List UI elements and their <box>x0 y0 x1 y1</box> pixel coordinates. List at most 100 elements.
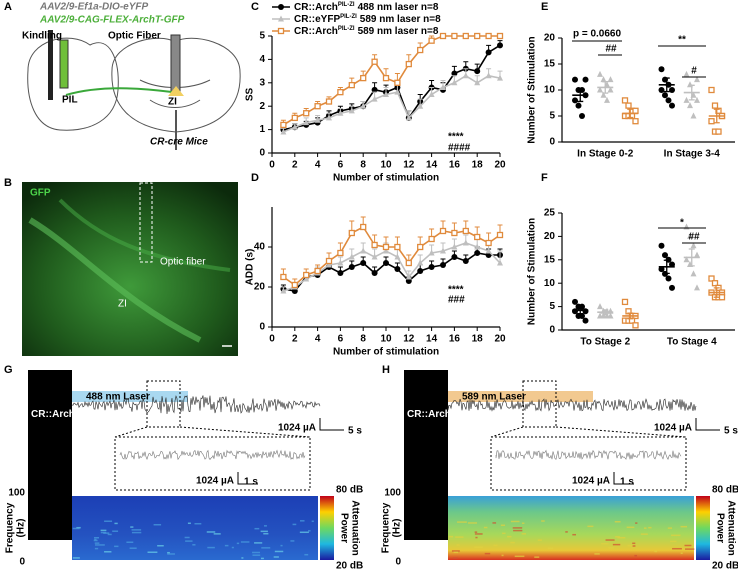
spectrogram-texture <box>263 532 269 535</box>
marker <box>632 322 639 329</box>
spectrogram-texture <box>512 527 523 529</box>
spectrogram-texture <box>521 533 527 535</box>
spectrogram-texture <box>670 540 677 543</box>
marker <box>658 66 665 73</box>
spectrogram-texture <box>612 543 621 546</box>
spectrogram-texture <box>167 551 170 554</box>
marker <box>451 229 458 237</box>
marker <box>597 86 603 93</box>
group-label: CR::ArchPIL-ZI <box>407 408 468 420</box>
y-max: 100 <box>384 488 401 499</box>
spectrogram-texture <box>260 530 268 533</box>
fiber-track <box>139 182 153 263</box>
spectrogram-texture <box>448 535 454 538</box>
marker <box>462 72 469 79</box>
marker <box>417 259 424 266</box>
y-tick-label: 20 <box>254 282 266 293</box>
spectrogram-texture <box>474 546 483 549</box>
marker <box>474 233 481 241</box>
marker <box>417 46 424 54</box>
marker <box>662 252 668 259</box>
y-tick-label: 3 <box>259 77 265 88</box>
spectrogram-texture <box>501 554 504 557</box>
marker <box>440 247 446 254</box>
y-tick-label: 25 <box>544 208 556 219</box>
region-label: PIL <box>62 95 78 106</box>
significance: # <box>691 66 697 77</box>
marker <box>280 128 287 135</box>
spectrogram-texture <box>492 522 497 524</box>
y-tick-label: 10 <box>544 85 556 96</box>
marker <box>474 32 481 40</box>
marker <box>711 280 719 287</box>
marker <box>280 121 287 129</box>
spectrogram-texture <box>304 553 309 556</box>
spectrogram-texture <box>147 551 158 553</box>
marker <box>451 243 458 250</box>
kindling-electrode <box>48 30 53 100</box>
x-tick-label: 0 <box>269 334 275 345</box>
marker <box>383 247 389 254</box>
y-tick-label: 5 <box>549 111 555 122</box>
spectrogram-texture <box>594 553 600 555</box>
marker <box>439 227 447 235</box>
y-tick-label: 0 <box>549 325 555 336</box>
marker <box>669 261 675 268</box>
spectrogram-texture <box>648 526 652 529</box>
marker <box>683 70 690 77</box>
marker <box>371 270 378 276</box>
spectrogram-texture <box>207 546 215 549</box>
marker <box>683 96 690 103</box>
spectrogram-texture <box>254 542 263 544</box>
inset-amp: 1024 µA <box>572 476 610 487</box>
marker <box>405 60 412 68</box>
spectrogram-texture <box>483 526 488 529</box>
spectrogram-texture <box>299 520 305 522</box>
marker <box>337 89 344 96</box>
spectrogram-texture <box>261 547 271 549</box>
spectrogram-texture <box>507 535 512 538</box>
marker <box>683 223 690 230</box>
spectrogram-texture <box>500 524 506 527</box>
spectrogram-texture <box>192 544 196 546</box>
marker <box>625 102 632 109</box>
spectrogram-texture <box>502 532 506 535</box>
y-tick-label: 2 <box>259 101 265 112</box>
x-tick-label: 12 <box>403 160 415 171</box>
x-tick-label: 20 <box>494 160 506 171</box>
virus-label: AAV2/9-CAG-FLEX-ArchT-GFP <box>39 15 185 26</box>
fiber-tract <box>58 198 231 272</box>
marker <box>462 258 469 264</box>
spectrogram-texture <box>627 544 635 547</box>
db-min: 20 dB <box>712 561 738 572</box>
colorbar-label: Power <box>714 513 725 543</box>
marker <box>303 275 310 282</box>
marker <box>462 32 469 40</box>
marker <box>371 58 378 65</box>
zoom-lines <box>114 426 311 438</box>
spectrogram-texture <box>474 533 483 535</box>
spectrogram-texture <box>452 557 458 559</box>
inset-time: 1 s <box>244 477 258 488</box>
x-tick-label: 8 <box>360 160 366 171</box>
x-tick-label: 12 <box>403 334 415 345</box>
spectrogram-texture <box>587 525 594 528</box>
spectrogram-texture <box>93 539 98 542</box>
x-tick-label: 0 <box>269 160 275 171</box>
spectrogram-texture <box>537 539 542 541</box>
marker <box>383 260 389 266</box>
marker <box>690 270 697 277</box>
x-tick-label: 16 <box>449 334 461 345</box>
marker <box>474 68 481 75</box>
fiber-label: Optic fiber <box>160 257 206 268</box>
marker <box>428 37 435 44</box>
legend-label: 488 nm laser n=8 <box>358 2 439 13</box>
projection <box>65 87 173 96</box>
marker <box>582 317 589 324</box>
spectrogram-texture <box>510 541 515 544</box>
marker <box>405 273 412 280</box>
spectrogram-texture <box>100 531 107 534</box>
marker <box>405 259 412 267</box>
inset-time: 1 s <box>620 477 634 488</box>
